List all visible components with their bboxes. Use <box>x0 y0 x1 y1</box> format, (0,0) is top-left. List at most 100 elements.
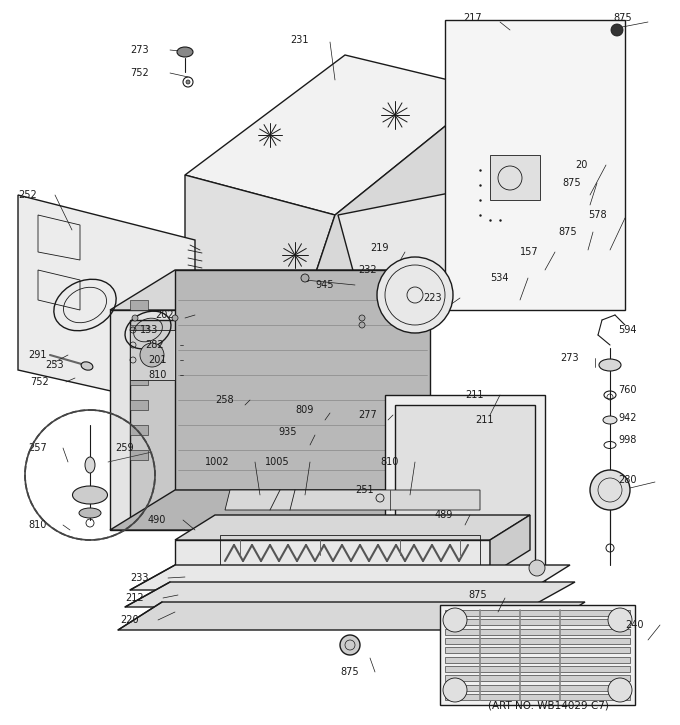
Circle shape <box>443 608 467 632</box>
Text: 490: 490 <box>148 515 167 525</box>
Polygon shape <box>185 175 335 305</box>
Polygon shape <box>130 375 148 385</box>
Polygon shape <box>445 675 630 682</box>
Polygon shape <box>130 330 175 380</box>
Text: 211: 211 <box>475 415 494 425</box>
Polygon shape <box>175 540 490 575</box>
Polygon shape <box>18 195 195 410</box>
Polygon shape <box>370 270 430 530</box>
Text: 252: 252 <box>18 190 37 200</box>
Text: 810: 810 <box>28 520 46 530</box>
Text: 233: 233 <box>130 573 148 583</box>
Text: 273: 273 <box>560 353 579 363</box>
Text: 223: 223 <box>423 293 441 303</box>
Polygon shape <box>130 325 148 335</box>
Text: 810: 810 <box>380 457 398 467</box>
Polygon shape <box>130 565 570 590</box>
Polygon shape <box>445 20 625 310</box>
Text: 253: 253 <box>45 360 64 370</box>
Circle shape <box>359 322 365 328</box>
Ellipse shape <box>177 47 193 57</box>
Polygon shape <box>130 450 148 460</box>
Text: 201: 201 <box>148 355 167 365</box>
Text: 594: 594 <box>618 325 636 335</box>
Polygon shape <box>225 490 480 510</box>
Circle shape <box>186 80 190 84</box>
Polygon shape <box>445 638 630 644</box>
Polygon shape <box>445 647 630 653</box>
Text: 942: 942 <box>618 413 636 423</box>
Text: 219: 219 <box>370 243 388 253</box>
Text: 133: 133 <box>140 325 158 335</box>
Text: 257: 257 <box>28 443 47 453</box>
Polygon shape <box>445 684 630 691</box>
Text: 277: 277 <box>358 410 377 420</box>
Polygon shape <box>130 425 148 435</box>
Text: 945: 945 <box>315 280 333 290</box>
Polygon shape <box>125 582 575 607</box>
Polygon shape <box>440 605 635 705</box>
Text: 935: 935 <box>278 427 296 437</box>
Text: 282: 282 <box>145 340 164 350</box>
Polygon shape <box>130 400 148 410</box>
Text: 240: 240 <box>625 620 643 630</box>
Polygon shape <box>175 270 430 490</box>
Polygon shape <box>445 694 630 700</box>
Text: 217: 217 <box>463 13 481 23</box>
Text: 809: 809 <box>295 405 313 415</box>
Text: 273: 273 <box>130 45 149 55</box>
Text: 232: 232 <box>358 265 377 275</box>
Text: (ART NO. WB14029 C7): (ART NO. WB14029 C7) <box>488 701 609 711</box>
Text: 875: 875 <box>340 667 358 677</box>
Polygon shape <box>338 185 490 315</box>
Polygon shape <box>445 657 630 663</box>
Circle shape <box>377 257 453 333</box>
Text: 251: 251 <box>355 485 373 495</box>
Ellipse shape <box>73 486 107 504</box>
Text: 280: 280 <box>618 475 636 485</box>
Polygon shape <box>445 610 630 616</box>
Circle shape <box>529 560 545 576</box>
Ellipse shape <box>603 416 617 424</box>
Text: 258: 258 <box>215 395 234 405</box>
Text: 998: 998 <box>618 435 636 445</box>
Ellipse shape <box>81 362 93 370</box>
Polygon shape <box>130 320 350 520</box>
Text: 202: 202 <box>155 310 173 320</box>
Polygon shape <box>110 490 430 530</box>
Text: 489: 489 <box>435 510 454 520</box>
Text: 211: 211 <box>465 390 483 400</box>
Text: 291: 291 <box>28 350 46 360</box>
Text: 875: 875 <box>558 227 577 237</box>
Polygon shape <box>490 155 540 200</box>
Polygon shape <box>185 55 490 215</box>
Polygon shape <box>175 515 530 540</box>
Text: 1002: 1002 <box>205 457 230 467</box>
Polygon shape <box>110 270 430 310</box>
Text: 157: 157 <box>520 247 539 257</box>
Text: 760: 760 <box>618 385 636 395</box>
Polygon shape <box>118 602 585 630</box>
Polygon shape <box>130 300 148 310</box>
Text: 1005: 1005 <box>265 457 290 467</box>
Text: 534: 534 <box>490 273 509 283</box>
Polygon shape <box>395 405 535 580</box>
Ellipse shape <box>599 359 621 371</box>
Circle shape <box>172 315 178 321</box>
Circle shape <box>301 274 309 282</box>
Circle shape <box>590 470 630 510</box>
Polygon shape <box>305 90 490 310</box>
Text: 231: 231 <box>290 35 309 45</box>
Polygon shape <box>385 395 545 590</box>
Text: 810: 810 <box>148 370 167 380</box>
Polygon shape <box>110 310 370 530</box>
Text: 875: 875 <box>562 178 581 188</box>
Circle shape <box>608 678 632 702</box>
Polygon shape <box>445 666 630 672</box>
Circle shape <box>611 24 623 36</box>
Polygon shape <box>130 350 148 360</box>
Text: 259: 259 <box>115 443 134 453</box>
Text: 220: 220 <box>120 615 139 625</box>
Circle shape <box>132 315 138 321</box>
Circle shape <box>608 608 632 632</box>
